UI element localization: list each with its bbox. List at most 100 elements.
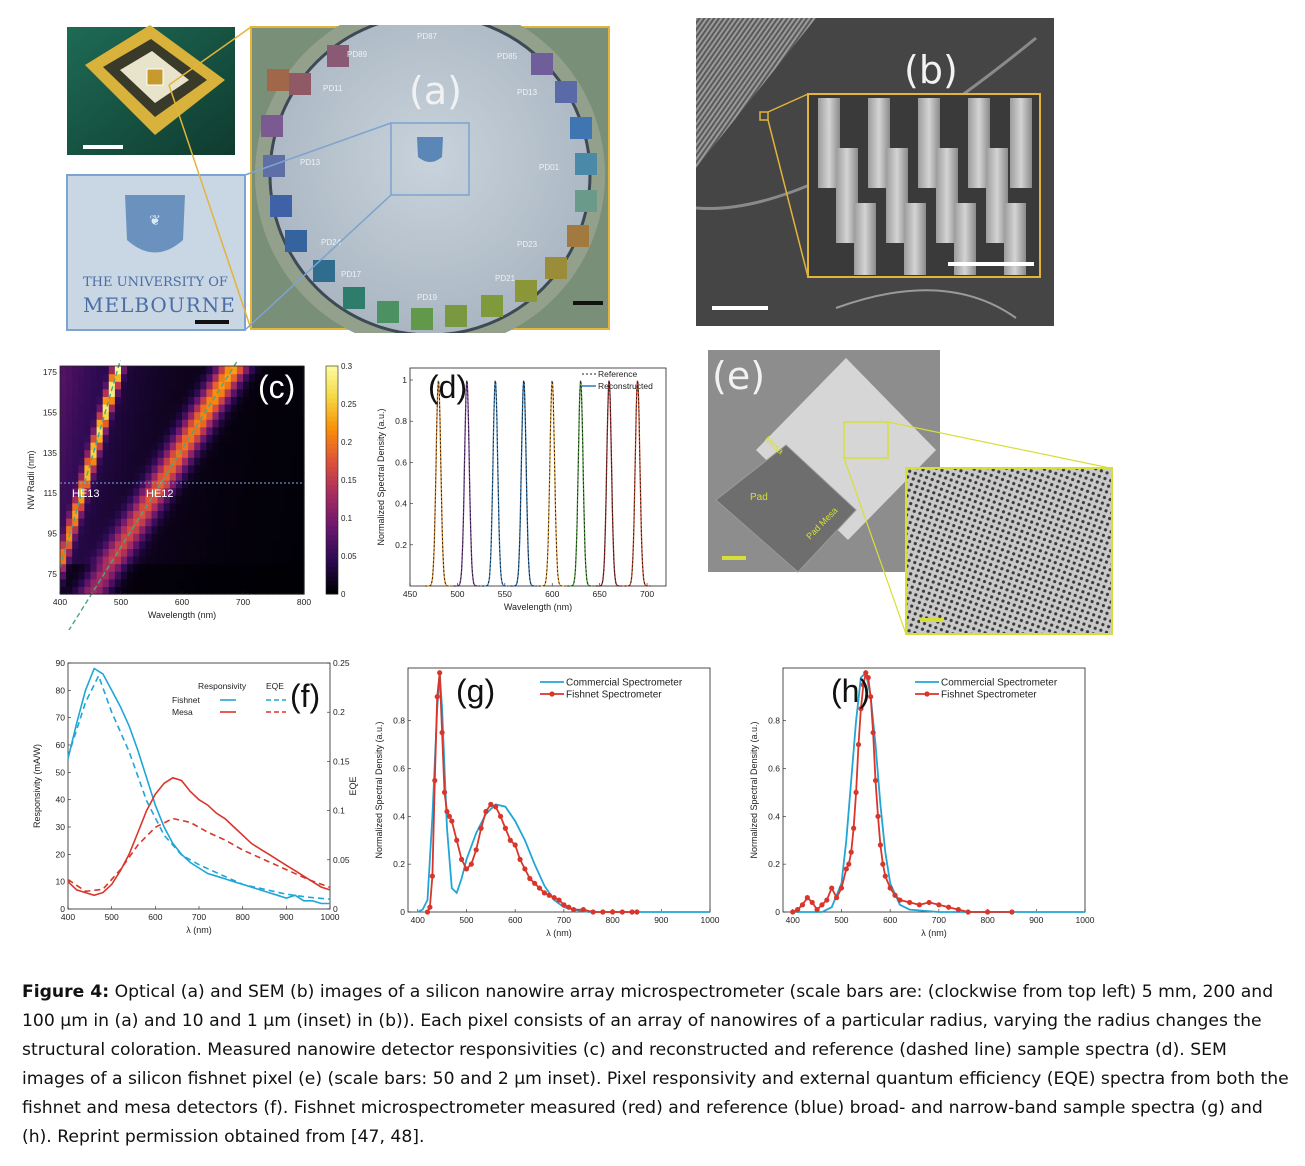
heatmap-cell <box>273 472 281 481</box>
heatmap-cell <box>224 533 232 542</box>
heatmap-cell <box>243 404 250 413</box>
heatmap-cell <box>273 457 281 466</box>
heatmap-cell <box>163 381 171 390</box>
heatmap-cell <box>157 556 165 565</box>
heatmap-cell <box>249 525 256 534</box>
heatmap-cell <box>163 540 171 549</box>
heatmap-cell <box>285 571 293 580</box>
heatmap-cell <box>121 548 128 557</box>
panel-e-image: Mesa Pad Pad Mesa <box>708 350 1113 635</box>
heatmap-cell <box>84 502 92 511</box>
legend-marker <box>924 691 930 697</box>
heatmap-cell <box>157 502 165 511</box>
heatmap-cell <box>273 480 281 489</box>
heatmap-cell <box>169 442 177 451</box>
heatmap-cell <box>188 533 195 542</box>
heatmap-cell <box>297 571 305 580</box>
heatmap-cell <box>102 457 110 466</box>
heatmap-cell <box>285 480 293 489</box>
heatmap-cell <box>261 426 268 435</box>
colorbar-segment <box>326 507 338 513</box>
x-tick-label: 400 <box>53 597 67 607</box>
svg-text:PD19: PD19 <box>417 293 438 302</box>
heatmap-cell <box>139 388 146 397</box>
heatmap-cell <box>218 548 226 557</box>
heatmap-cell <box>194 525 201 534</box>
y-tick-label: 175 <box>43 367 57 377</box>
heatmap-cell <box>114 373 122 382</box>
heatmap-cell <box>108 578 116 587</box>
heatmap-cell <box>291 411 299 420</box>
y-tick-label: 135 <box>43 448 57 458</box>
heatmap-cell <box>127 366 134 375</box>
colorbar-segment <box>326 366 338 372</box>
heatmap-cell <box>169 548 177 557</box>
heatmap-cell <box>60 442 67 451</box>
colorbar-segment <box>326 416 338 422</box>
nanowire-pillars <box>818 98 1032 275</box>
heatmap-cell <box>297 540 305 549</box>
heatmap-cell <box>127 457 134 466</box>
heatmap-cell <box>157 434 165 443</box>
fishnet-inset <box>905 467 1113 635</box>
heatmap-cell <box>249 556 256 565</box>
heatmap-cell <box>194 426 201 435</box>
colorbar-segment <box>326 379 338 385</box>
heatmap-cell <box>157 464 165 473</box>
heatmap-cell <box>96 472 104 481</box>
heatmap-cell <box>182 571 189 580</box>
heatmap-cell <box>285 381 293 390</box>
heatmap-cell <box>200 540 207 549</box>
heatmap-cell <box>218 472 226 481</box>
heatmap-cell <box>175 540 183 549</box>
heatmap-cell <box>243 480 250 489</box>
heatmap-cell <box>267 366 275 375</box>
heatmap-cell <box>224 442 232 451</box>
heatmap-cell <box>243 586 250 595</box>
series-line <box>792 670 1012 913</box>
reconstructed-peak <box>567 380 594 587</box>
heatmap-cell <box>102 442 110 451</box>
heatmap-cell <box>127 411 134 420</box>
heatmap-cell <box>182 540 189 549</box>
heatmap-cell <box>224 571 232 580</box>
heatmap-cell <box>236 366 244 375</box>
scale-bar <box>920 618 944 622</box>
heatmap-cell <box>182 495 189 504</box>
heatmap-cell <box>175 426 183 435</box>
heatmap-cell <box>285 396 293 405</box>
panel-a-image: ❦ <box>66 25 610 333</box>
data-point <box>955 907 961 913</box>
heatmap-cell <box>102 586 110 595</box>
heatmap-cell <box>249 563 256 572</box>
heatmap-cell <box>121 419 128 428</box>
heatmap-cell <box>96 510 104 519</box>
heatmap-cell <box>255 388 262 397</box>
heatmap-cell <box>163 578 171 587</box>
heatmap-cell <box>200 449 207 458</box>
heatmap-cell <box>139 563 146 572</box>
heatmap-cell <box>279 578 287 587</box>
heatmap-cell <box>108 419 116 428</box>
heatmap-cell <box>72 411 79 420</box>
heatmap-cell <box>279 388 287 397</box>
heatmap-cell <box>218 373 226 382</box>
heatmap-cell <box>133 411 140 420</box>
y-tick-label: 0.2 <box>395 540 407 550</box>
heatmap-cell <box>108 381 116 390</box>
heatmap-cell <box>139 578 146 587</box>
heatmap-cell <box>72 373 79 382</box>
y-tick-label: 50 <box>56 767 66 777</box>
heatmap-cell <box>206 563 214 572</box>
heatmap-cell <box>218 442 226 451</box>
heatmap-cell <box>249 426 256 435</box>
y-axis-label: Responsivity (mA/W) <box>32 744 42 828</box>
heatmap-cell <box>114 586 122 595</box>
heatmap-cell <box>206 571 214 580</box>
heatmap-cell <box>84 464 92 473</box>
heatmap-cell <box>84 518 92 527</box>
x-tick-label: 700 <box>640 589 654 599</box>
panel-e-label: (e) <box>712 354 766 398</box>
data-point <box>916 902 922 908</box>
heatmap-cell <box>84 540 92 549</box>
